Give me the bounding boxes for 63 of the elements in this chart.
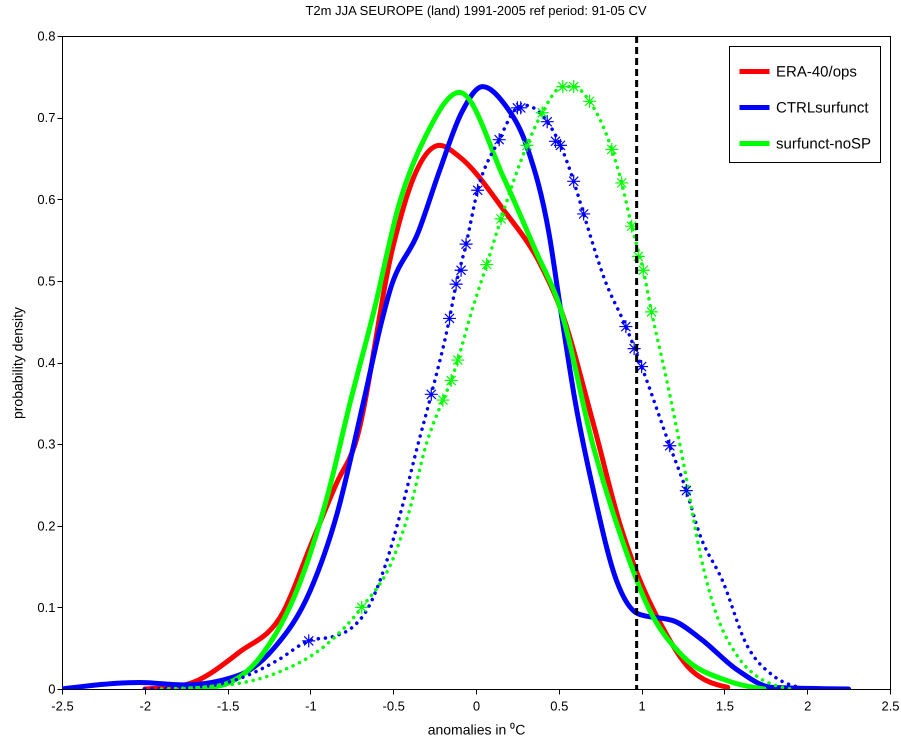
point [470, 183, 485, 198]
legend-label: surfunct-noSP [776, 136, 872, 152]
y-tick-label: 0.7 [37, 110, 56, 126]
point [354, 600, 369, 614]
point [614, 176, 629, 190]
point [535, 106, 550, 120]
point [444, 373, 458, 388]
x-tick-label: 2 [804, 698, 812, 714]
point [494, 212, 508, 226]
point [582, 94, 597, 108]
y-tick-label: 0 [48, 682, 56, 696]
point [492, 132, 506, 147]
y-tick-label: 0.5 [37, 273, 56, 288]
point [449, 277, 464, 292]
point [454, 263, 468, 278]
x-tick-label: -2.5 [51, 698, 74, 714]
y-tick-label: 0.2 [37, 518, 56, 534]
point [520, 138, 534, 152]
point [442, 311, 457, 326]
x-tick-label: -1 [305, 698, 317, 714]
x-tick-label: 0 [472, 698, 480, 714]
point [566, 174, 581, 188]
point [510, 100, 525, 115]
point [548, 134, 563, 148]
point [627, 342, 642, 356]
x-tick-label: -1.5 [216, 698, 240, 714]
point [553, 138, 568, 152]
x-tick-label: 1 [638, 698, 646, 714]
point [514, 100, 528, 115]
point [540, 114, 554, 129]
legend-label: ERA-40/ops [776, 64, 857, 80]
point [604, 142, 619, 157]
point [624, 219, 639, 234]
x-axis-title: anomalies in ⁰C [428, 722, 526, 738]
point [618, 319, 633, 334]
point [556, 79, 570, 94]
point [644, 304, 659, 320]
y-axis-title: probability density [9, 306, 26, 420]
point [634, 359, 649, 374]
point [566, 79, 581, 94]
point [576, 206, 591, 222]
x-tick-label: -2 [140, 698, 152, 714]
x-tick-label: -0.5 [382, 698, 405, 714]
point [302, 634, 316, 648]
legend-label: CTRLsurfunct [776, 100, 870, 116]
x-tick-label: 0.5 [550, 698, 568, 714]
point [458, 237, 474, 252]
point [631, 249, 646, 264]
y-tick-label: 0.8 [37, 28, 56, 44]
point [436, 392, 450, 408]
point [424, 387, 438, 402]
x-tick-label: 1.5 [716, 698, 734, 714]
point [480, 257, 494, 272]
point [679, 484, 694, 498]
point [662, 438, 677, 453]
point [636, 263, 650, 278]
y-tick-label: 0.1 [37, 600, 56, 615]
y-tick-label: 0.6 [37, 192, 56, 207]
x-tick-label: 2.5 [881, 698, 900, 714]
point [450, 352, 465, 368]
chart-title: T2m JJA SEUROPE (land) 1991-2005 ref period: 91-05 CV [305, 3, 647, 18]
y-tick-label: 0.4 [37, 355, 56, 370]
y-tick-label: 0.3 [37, 436, 56, 452]
